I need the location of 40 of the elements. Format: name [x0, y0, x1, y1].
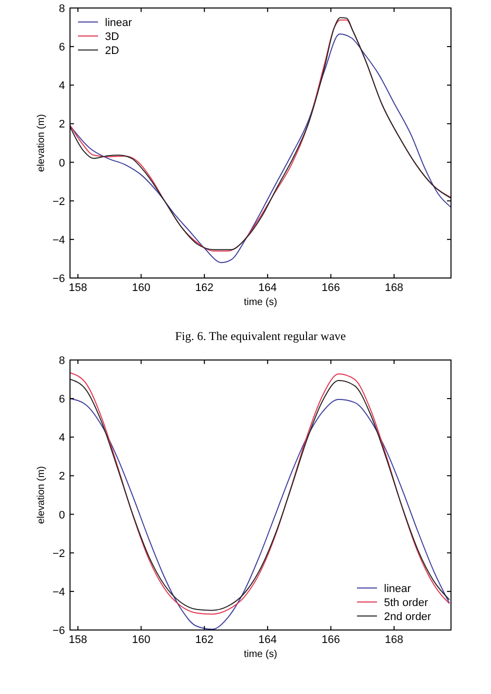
legend-label: 3D [105, 31, 120, 43]
x-tick-label: 166 [322, 282, 340, 294]
y-tick-label: 8 [58, 3, 65, 15]
x-axis-title: time (s) [244, 297, 278, 308]
x-tick-label: 164 [258, 634, 277, 646]
y-tick-label: −6 [52, 273, 65, 285]
y-tick-label: 0 [58, 157, 65, 170]
x-axis-title: time (s) [244, 649, 278, 660]
caption: Fig. 6. The equivalent regular wave [175, 329, 346, 343]
x-tick-label: 162 [195, 634, 214, 646]
x-tick-label: 158 [68, 634, 88, 646]
x-tick-label: 160 [132, 634, 150, 646]
x-tick-label: 166 [322, 634, 340, 646]
y-tick-label: −4 [52, 234, 65, 246]
y-axis-title: elevation (m) [36, 114, 47, 172]
legend-label: linear [384, 583, 412, 595]
legend-label: 5th order [384, 597, 428, 609]
y-tick-label: −6 [52, 625, 65, 637]
y-tick-label: −2 [52, 548, 65, 560]
y-tick-label: 2 [58, 470, 65, 483]
y-tick-label: 0 [58, 509, 65, 522]
x-tick-label: 158 [68, 282, 88, 294]
x-tick-label: 168 [384, 282, 404, 294]
x-tick-label: 162 [195, 282, 214, 294]
y-tick-label: −4 [52, 586, 65, 598]
y-axis-title: elevation (m) [36, 466, 47, 524]
line-series [70, 398, 450, 630]
legend-label: 2nd order [384, 611, 432, 623]
y-tick-label: 8 [58, 355, 65, 367]
y-tick-label: 4 [58, 80, 65, 92]
y-tick-label: 4 [58, 432, 65, 444]
legend-label: linear [105, 17, 132, 29]
x-tick-label: 160 [132, 282, 150, 294]
x-tick-label: 164 [258, 282, 277, 294]
legend-label: 2D [105, 45, 120, 57]
y-tick-label: 6 [58, 42, 65, 54]
y-tick-label: 6 [58, 394, 65, 406]
y-tick-label: −2 [52, 196, 65, 208]
x-tick-label: 168 [384, 634, 404, 646]
y-tick-label: 2 [58, 118, 65, 131]
